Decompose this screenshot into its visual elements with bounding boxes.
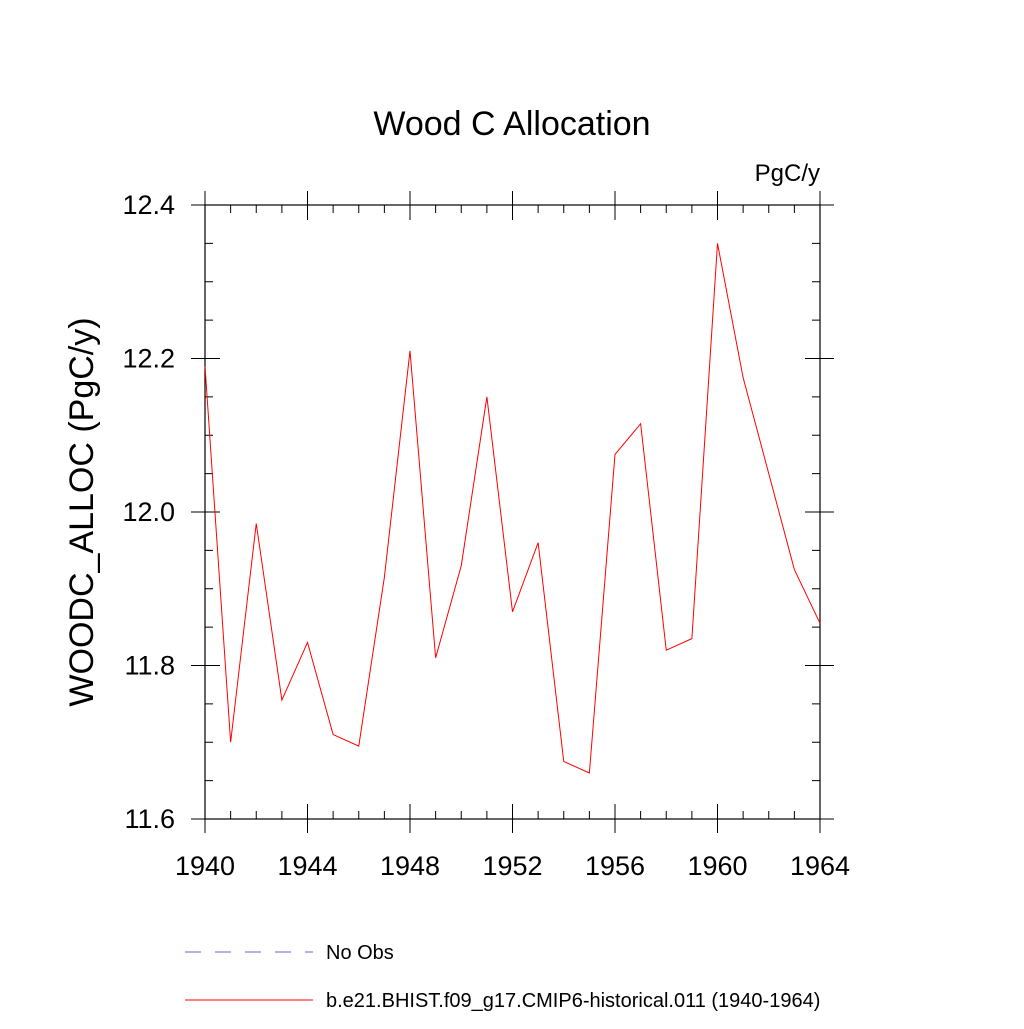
x-tick-label: 1956 [585, 851, 645, 881]
y-tick-label: 12.0 [122, 497, 175, 527]
x-tick-label: 1948 [380, 851, 440, 881]
y-tick-label: 11.6 [124, 804, 175, 834]
x-tick-label: 1952 [482, 851, 542, 881]
axes: 1940 1944 1948 1952 1956 1960 1964 11.6 11.8 12.0… [122, 190, 850, 881]
series-line [204, 243, 821, 774]
legend-label: b.e21.BHIST.f09_g17.CMIP6-historical.011… [326, 990, 820, 1012]
y-tick-label: 12.4 [122, 190, 175, 220]
y-tick-label: 11.8 [124, 651, 175, 681]
x-tick-label: 1940 [175, 851, 235, 881]
x-tick-label: 1944 [277, 851, 337, 881]
x-tick-label: 1960 [687, 851, 747, 881]
series-layer [204, 243, 821, 774]
y-tick-label: 12.2 [122, 344, 175, 374]
chart-title: Wood C Allocation [373, 105, 650, 143]
x-tick-label: 1964 [790, 851, 850, 881]
units-label: PgC/y [755, 160, 820, 187]
legend: No Obs b.e21.BHIST.f09_g17.CMIP6-historic… [185, 942, 820, 1012]
legend-label: No Obs [326, 942, 394, 964]
y-axis-label: WOODC_ALLOC (PgC/y) [63, 317, 101, 706]
